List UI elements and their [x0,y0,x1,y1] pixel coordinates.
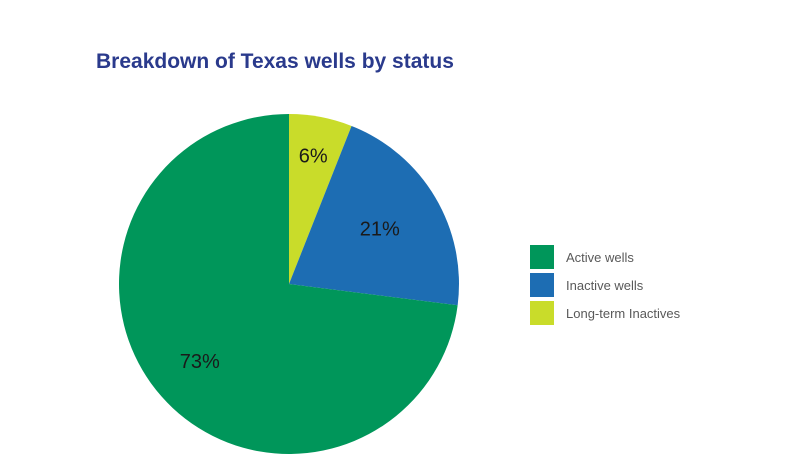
legend-item-active-wells: Active wells [530,243,680,271]
slice-label-inactive-wells: 21% [360,219,400,241]
pie-slices [119,114,459,454]
pie-slice-inactive-wells [289,125,459,306]
legend-label: Inactive wells [566,277,644,293]
pie-slice-long-term-inactives [289,114,352,284]
legend-swatch [530,245,554,269]
slice-label-long-term-inactives: 6% [299,145,328,167]
chart-title: Breakdown of Texas wells by status [96,50,454,73]
legend-swatch [530,301,554,325]
legend-item-inactive-wells: Inactive wells [530,271,680,299]
legend: Active wells Inactive wells Long-term Inac… [530,243,680,327]
legend-item-long-term-inactives: Long-term Inactives [530,299,680,327]
slice-label-active-wells: 73% [180,351,220,373]
pie-slice-labels: 6% 21% 73% [180,145,400,373]
pie-slice-active-wells [119,114,458,454]
legend-label: Active wells [566,249,634,265]
legend-label: Long-term Inactives [566,305,681,321]
legend-swatch [530,273,554,297]
